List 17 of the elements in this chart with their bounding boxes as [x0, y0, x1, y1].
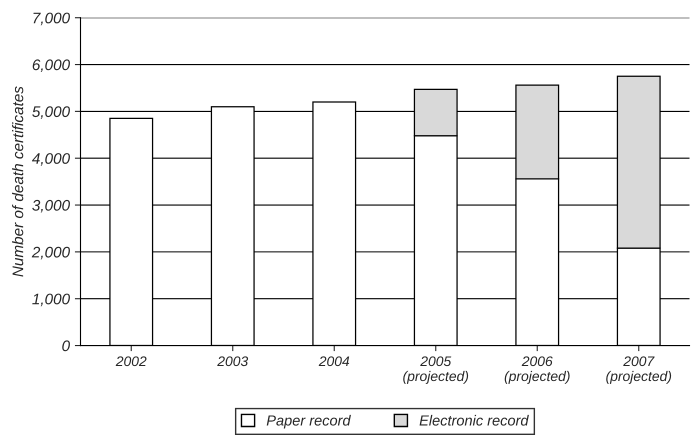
legend-label: Electronic record — [420, 414, 529, 426]
y-tick-label: 0 — [62, 340, 70, 352]
x-tick-label: 2005 (projected) — [403, 356, 468, 384]
x-tick-label: 2006 (projected) — [504, 356, 570, 384]
y-tick-label: 5,000 — [32, 106, 70, 119]
y-tick-label: 2,000 — [32, 246, 70, 260]
x-tick-label: 2007 (projected) — [606, 356, 672, 384]
legend-label: Paper record — [266, 414, 351, 429]
y-tick-label: 7,000 — [33, 12, 70, 26]
x-tick-label: 2004 — [318, 356, 350, 366]
y-tick-label: 3,000 — [32, 200, 70, 213]
y-tick-label: 4,000 — [32, 153, 70, 166]
x-tick-label: 2002 — [116, 356, 146, 366]
x-tick-label: 2003 — [217, 356, 248, 366]
y-axis-title: Number of death certificates — [12, 86, 24, 277]
y-tick-label: 6,000 — [32, 59, 70, 72]
y-tick-label: 1,000 — [32, 294, 70, 306]
